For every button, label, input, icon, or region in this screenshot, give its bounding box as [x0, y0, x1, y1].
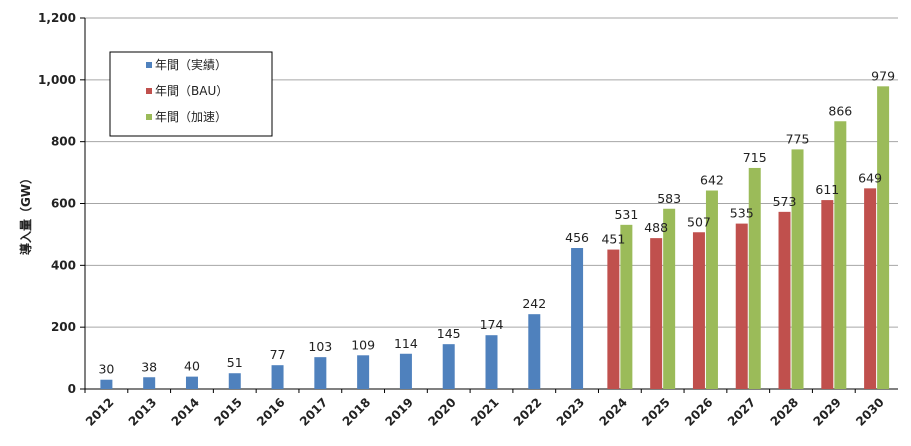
data-label: 642 — [700, 173, 724, 188]
data-label: 488 — [644, 220, 668, 235]
data-label: 103 — [308, 339, 332, 354]
legend-label: 年間（実績） — [155, 57, 227, 72]
data-label: 451 — [601, 232, 625, 247]
bar — [650, 238, 663, 389]
legend-swatch — [146, 114, 152, 120]
y-tick-label: 600 — [51, 197, 76, 211]
bar — [485, 335, 498, 389]
bar — [705, 190, 718, 389]
data-label: 535 — [730, 206, 754, 221]
data-label: 531 — [614, 207, 638, 222]
data-label: 583 — [657, 191, 681, 206]
x-tick-label: 2025 — [639, 395, 673, 429]
bar — [778, 211, 791, 389]
y-tick-label: 200 — [51, 320, 76, 334]
x-tick-label: 2017 — [297, 395, 331, 429]
bar — [663, 208, 676, 389]
bars — [100, 86, 890, 390]
legend: 年間（実績） 年間（BAU） 年間（加速） — [109, 51, 273, 137]
bar — [620, 224, 633, 389]
bar — [228, 373, 241, 389]
x-tick-label: 2013 — [126, 395, 160, 429]
data-labels: 30 38 40 51 77 103 109 114 145 174 242 456 451 531 488… — [98, 68, 895, 376]
data-label: 242 — [522, 296, 546, 311]
bar — [735, 223, 748, 389]
x-tick-label: 2016 — [254, 395, 288, 429]
bar — [271, 365, 284, 389]
bar — [143, 377, 156, 389]
x-tick-label: 2015 — [211, 395, 245, 429]
legend-box — [109, 51, 273, 137]
bar — [748, 167, 761, 389]
x-tick-label: 2023 — [554, 395, 588, 429]
bar — [834, 121, 847, 390]
bar — [864, 188, 877, 389]
x-tick-label: 2021 — [468, 395, 502, 429]
x-tick-labels: 2012 2013 2014 2015 2016 2017 2018 2019 2020 2021… — [83, 395, 887, 429]
data-label: 30 — [98, 362, 114, 377]
x-tick-label: 2029 — [810, 395, 844, 429]
data-label: 38 — [141, 359, 157, 374]
bar — [607, 249, 620, 389]
y-tick-label: 0 — [68, 382, 76, 396]
legend-swatch — [146, 88, 152, 94]
bar — [528, 314, 541, 389]
data-label: 715 — [743, 150, 767, 165]
bar — [399, 353, 412, 389]
x-tick-label: 2014 — [169, 395, 203, 429]
y-tick-label: 1,200 — [38, 11, 76, 25]
data-label: 114 — [394, 336, 418, 351]
bar — [442, 344, 455, 389]
bar — [357, 355, 370, 389]
bar — [791, 149, 804, 389]
y-tick-label: 800 — [51, 135, 76, 149]
x-tick-label: 2018 — [340, 395, 374, 429]
bar — [877, 86, 890, 389]
data-label: 456 — [565, 230, 589, 245]
y-axis-label: 導入量（GW） — [18, 172, 33, 255]
x-tick-label: 2028 — [768, 395, 802, 429]
y-tick-labels: 0 200 400 600 800 1,000 1,200 — [38, 11, 76, 396]
legend-swatch — [146, 62, 152, 68]
data-label: 77 — [270, 347, 286, 362]
bar — [571, 248, 584, 389]
data-label: 775 — [786, 131, 810, 146]
data-label: 109 — [351, 337, 375, 352]
x-tick-label: 2022 — [511, 395, 545, 429]
y-tick-label: 400 — [51, 258, 76, 272]
legend-label: 年間（BAU） — [155, 84, 228, 98]
data-label: 40 — [184, 359, 200, 374]
legend-label: 年間（加速） — [155, 110, 227, 124]
bar — [821, 200, 834, 389]
data-label: 507 — [687, 214, 711, 229]
y-tick-label: 1,000 — [38, 73, 76, 87]
x-tick-label: 2024 — [596, 395, 630, 429]
gridlines — [80, 17, 898, 390]
bar — [100, 379, 113, 389]
data-label: 979 — [871, 68, 895, 83]
x-tick-label: 2027 — [725, 395, 759, 429]
data-label: 145 — [437, 326, 461, 341]
data-label: 51 — [227, 355, 243, 370]
bar — [185, 376, 198, 389]
x-tick-label: 2020 — [425, 395, 459, 429]
bar — [692, 232, 705, 389]
x-tick-label: 2019 — [383, 395, 417, 429]
x-tick-label: 2012 — [83, 395, 117, 429]
data-label: 649 — [858, 170, 882, 185]
x-tick-label: 2026 — [682, 395, 716, 429]
bar — [314, 357, 327, 389]
data-label: 611 — [815, 182, 839, 197]
data-label: 866 — [828, 103, 852, 118]
data-label: 174 — [480, 317, 504, 332]
x-tick-label: 2030 — [853, 395, 887, 429]
data-label: 573 — [773, 194, 797, 209]
